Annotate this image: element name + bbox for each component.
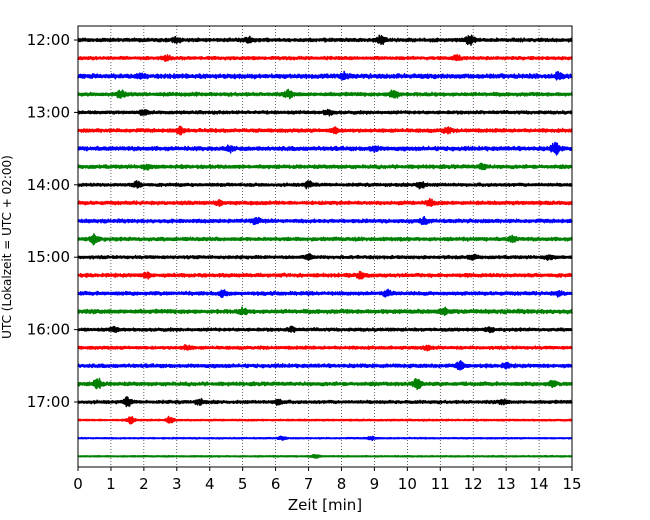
x-tick-label-11: 11 xyxy=(431,475,450,493)
trace-1600 xyxy=(77,325,573,334)
y-tick-label-2: 14:00 xyxy=(27,176,70,194)
trace-1615 xyxy=(77,343,573,352)
x-tick-label-6: 6 xyxy=(271,475,281,493)
y-tick-label-4: 16:00 xyxy=(27,321,70,339)
x-tick-label-7: 7 xyxy=(304,475,314,493)
trace-1530 xyxy=(77,288,573,299)
trace-1330 xyxy=(77,141,573,156)
trace-1230 xyxy=(77,70,573,81)
x-tick-label-15: 15 xyxy=(562,475,581,493)
x-tick-label-0: 0 xyxy=(73,475,83,493)
x-tick-label-14: 14 xyxy=(530,475,549,493)
trace-1345 xyxy=(77,162,573,171)
x-tick-label-1: 1 xyxy=(106,475,116,493)
seismic-traces xyxy=(77,34,573,459)
trace-1200 xyxy=(77,34,573,46)
trace-1515 xyxy=(77,270,573,280)
trace-1400 xyxy=(77,180,573,190)
x-tick-label-2: 2 xyxy=(139,475,149,493)
trace-1445 xyxy=(77,233,573,246)
x-tick-label-10: 10 xyxy=(398,475,417,493)
trace-1715 xyxy=(77,415,573,425)
x-tick-label-13: 13 xyxy=(497,475,516,493)
x-tick-label-12: 12 xyxy=(464,475,483,493)
y-tick-label-0: 12:00 xyxy=(27,31,70,49)
x-tick-label-4: 4 xyxy=(205,475,215,493)
y-tick-label-3: 15:00 xyxy=(27,248,70,266)
x-tick-label-5: 5 xyxy=(238,475,248,493)
y-axis-label: UTC (Lokalzeit = UTC + 02:00) xyxy=(0,155,14,339)
trace-1300 xyxy=(77,108,573,117)
trace-1545 xyxy=(77,306,573,317)
trace-1315 xyxy=(77,125,573,136)
y-axis-ticks: 12:00 13:00 14:00 15:00 16:00 17:00 xyxy=(27,31,78,411)
trace-1630 xyxy=(77,360,573,371)
trace-1245 xyxy=(77,88,573,100)
trace-1430 xyxy=(77,215,573,226)
x-tick-label-8: 8 xyxy=(337,475,347,493)
x-tick-label-9: 9 xyxy=(370,475,380,493)
trace-1730 xyxy=(77,435,573,441)
trace-1700 xyxy=(77,395,573,408)
x-axis-ticks: 0 1 2 3 4 5 6 7 8 9 10 11 12 13 14 15 xyxy=(73,467,582,493)
trace-1745 xyxy=(77,453,573,459)
trace-1500 xyxy=(77,252,573,261)
y-tick-label-5: 17:00 xyxy=(27,393,70,411)
x-tick-label-3: 3 xyxy=(172,475,182,493)
trace-1415 xyxy=(77,197,573,207)
plot-frame xyxy=(77,25,573,468)
trace-1215 xyxy=(77,53,573,62)
x-axis-label: Zeit [min] xyxy=(288,496,362,514)
y-tick-label-1: 13:00 xyxy=(27,103,70,121)
trace-1645 xyxy=(77,377,573,391)
